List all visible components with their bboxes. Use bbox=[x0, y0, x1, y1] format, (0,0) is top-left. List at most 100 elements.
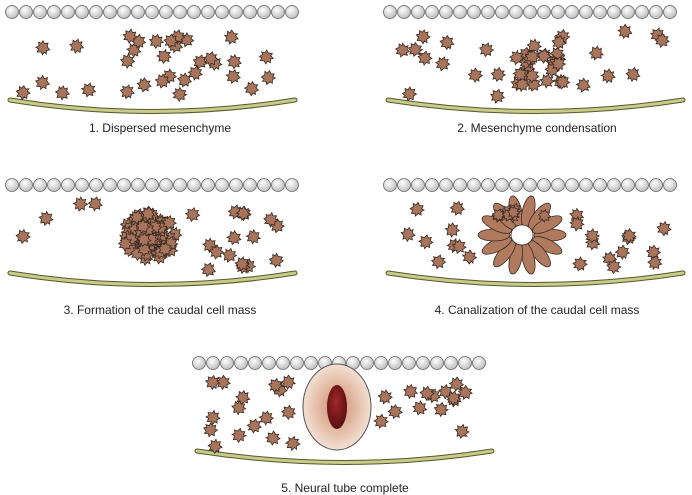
mesenchyme-cell bbox=[647, 255, 663, 271]
ectoderm-bead bbox=[416, 356, 430, 370]
mesenchyme-cell bbox=[584, 227, 601, 244]
lumen-forming bbox=[510, 224, 534, 246]
ectoderm-bead bbox=[33, 5, 47, 19]
ectoderm-bead bbox=[285, 5, 299, 19]
mesenchyme-cell bbox=[243, 80, 260, 97]
ectoderm-bead bbox=[439, 5, 453, 19]
ectoderm-bead bbox=[397, 178, 411, 192]
caption: 3. Formation of the caudal cell mass bbox=[64, 303, 257, 317]
mesenchyme-cell bbox=[645, 244, 662, 261]
mesenchyme-cell bbox=[467, 67, 484, 84]
mesenchyme-cell bbox=[207, 438, 223, 454]
ectoderm-bead bbox=[234, 356, 248, 370]
ectoderm-bead bbox=[458, 356, 472, 370]
ectoderm-bead bbox=[131, 178, 145, 192]
ectoderm-bead bbox=[145, 178, 159, 192]
ectoderm-bead bbox=[472, 356, 486, 370]
mesenchyme-cell bbox=[490, 66, 507, 83]
ectoderm-bead bbox=[523, 5, 537, 19]
ectoderm-bead bbox=[649, 178, 663, 192]
mesenchyme-cell bbox=[135, 218, 151, 235]
mesenchyme-cell bbox=[203, 51, 219, 67]
ectoderm-bead bbox=[388, 356, 402, 370]
ectoderm-bead bbox=[453, 5, 467, 19]
caption: 1. Dispersed mesenchyme bbox=[89, 121, 231, 135]
ectoderm-bead bbox=[5, 5, 19, 19]
ectoderm-bead bbox=[229, 5, 243, 19]
mesenchyme-cell bbox=[205, 409, 221, 426]
ectoderm-bead bbox=[551, 5, 565, 19]
mesenchyme-cell bbox=[226, 230, 242, 246]
mesenchyme-cell bbox=[258, 49, 274, 65]
ectoderm-bead bbox=[635, 178, 649, 192]
ectoderm-bead bbox=[621, 5, 635, 19]
mesenchyme-cell bbox=[192, 54, 208, 70]
ectoderm-bead bbox=[453, 178, 467, 192]
ectoderm-bead bbox=[360, 356, 374, 370]
mesenchyme-cell bbox=[163, 33, 179, 49]
mesenchyme-cell bbox=[617, 23, 633, 39]
mesenchyme-cell bbox=[403, 383, 419, 400]
mesenchyme-cell bbox=[600, 68, 616, 84]
mesenchyme-cell bbox=[524, 49, 541, 65]
ectoderm-bead bbox=[103, 5, 117, 19]
mesenchyme-cell bbox=[430, 254, 447, 270]
ectoderm-bead bbox=[271, 178, 285, 192]
ectoderm-bead bbox=[411, 178, 425, 192]
mesenchyme-cell bbox=[267, 377, 284, 393]
ectoderm-bead bbox=[565, 178, 579, 192]
mesenchyme-cell bbox=[400, 226, 416, 243]
ectoderm-bead bbox=[607, 5, 621, 19]
ectoderm-bead bbox=[89, 5, 103, 19]
mesenchyme-cell bbox=[419, 385, 435, 402]
ectoderm-bead bbox=[243, 178, 257, 192]
mesenchyme-cell bbox=[451, 238, 467, 255]
mesenchyme-cell bbox=[260, 69, 277, 86]
mesenchyme-cell bbox=[415, 29, 431, 45]
mesenchyme-cell bbox=[119, 84, 135, 100]
ectoderm-bead bbox=[579, 178, 593, 192]
mesenchyme-cell bbox=[387, 403, 403, 420]
mesenchyme-cell bbox=[223, 29, 239, 45]
notochord-line-fill bbox=[386, 271, 685, 286]
mesenchyme-cell bbox=[235, 205, 251, 221]
mesenchyme-cell bbox=[136, 77, 152, 93]
ectoderm-bead bbox=[117, 178, 131, 192]
caption: 2. Mesenchyme condensation bbox=[457, 121, 616, 135]
ectoderm-bead bbox=[402, 356, 416, 370]
notochord-line-fill bbox=[386, 98, 685, 113]
ectoderm-bead bbox=[285, 178, 299, 192]
mesenchyme-cell bbox=[231, 427, 247, 444]
ectoderm-bead bbox=[537, 5, 551, 19]
ectoderm-bead bbox=[374, 356, 388, 370]
mesenchyme-cell bbox=[512, 66, 528, 82]
mesenchyme-cell bbox=[204, 374, 221, 391]
mesenchyme-cell bbox=[234, 256, 250, 272]
mesenchyme-cell bbox=[654, 32, 670, 49]
mesenchyme-cell bbox=[119, 53, 136, 69]
mesenchyme-cell bbox=[625, 66, 641, 83]
ectoderm-bead bbox=[201, 5, 215, 19]
ectoderm-bead bbox=[243, 5, 257, 19]
mesenchyme-cell bbox=[491, 208, 506, 223]
ectoderm-bead bbox=[444, 356, 458, 370]
mesenchyme-cell bbox=[72, 196, 89, 212]
ectoderm-bead bbox=[257, 178, 271, 192]
mesenchyme-cell bbox=[457, 384, 474, 401]
mesenchyme-cell bbox=[154, 73, 171, 89]
ectoderm-bead bbox=[187, 5, 201, 19]
mesenchyme-cell bbox=[280, 374, 296, 391]
ectoderm-bead bbox=[621, 178, 635, 192]
mesenchyme-cell bbox=[550, 56, 567, 72]
mesenchyme-cell bbox=[537, 208, 552, 223]
ectoderm-bead bbox=[173, 5, 187, 19]
ectoderm-bead bbox=[61, 178, 75, 192]
ectoderm-bead bbox=[663, 178, 677, 192]
ectoderm-bead bbox=[173, 178, 187, 192]
mesenchyme-cell bbox=[15, 228, 31, 244]
ectoderm-bead bbox=[47, 5, 61, 19]
ectoderm-bead bbox=[159, 5, 173, 19]
mesenchyme-cell bbox=[265, 430, 281, 446]
ectoderm-bead bbox=[290, 356, 304, 370]
